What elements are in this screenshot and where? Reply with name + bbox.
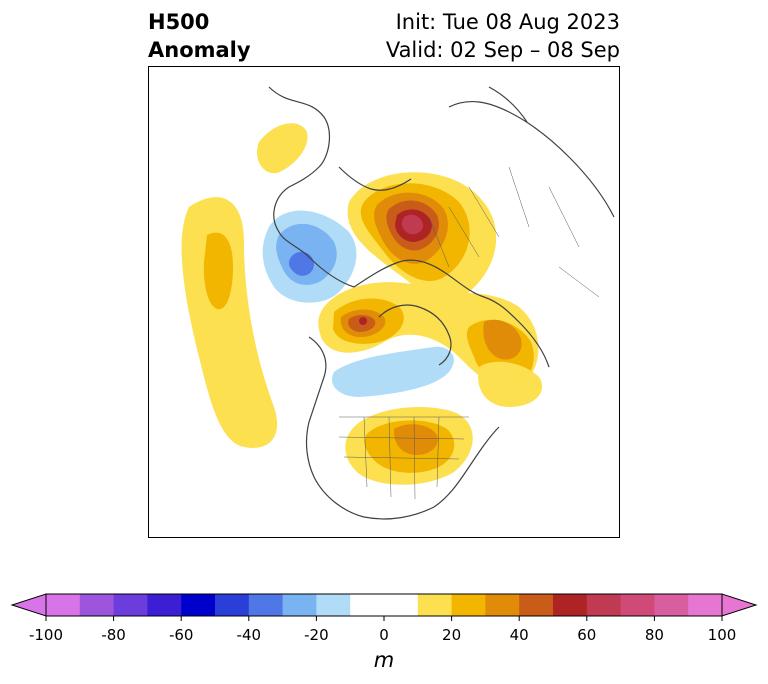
colorbar-tick-label: 80 [645, 626, 664, 644]
colorbar-svg: -100 -80 -60 -40 -20 0 20 40 60 80 100 m [10, 593, 758, 672]
coastlines [268, 86, 615, 520]
map-title: H500 Anomaly [148, 8, 251, 64]
anomaly-europe-positive [347, 172, 497, 301]
colorbar-cell [688, 594, 723, 616]
colorbar-cell [147, 594, 182, 616]
colorbar-extend-low [10, 593, 47, 617]
anomaly-map [148, 66, 620, 538]
colorbar-ticks: -100 -80 -60 -40 -20 0 20 40 60 80 100 [29, 616, 736, 644]
colorbar-cell [181, 594, 216, 616]
colorbar-extend-high [721, 593, 758, 617]
anomaly-labrador-negative [331, 346, 454, 397]
colorbar-cell [316, 594, 351, 616]
colorbar-tick-label: 20 [442, 626, 461, 644]
colorbar-cell [553, 594, 588, 616]
colorbar-cell [654, 594, 689, 616]
colorbar-cell [282, 594, 317, 616]
colorbar-cell [384, 594, 419, 616]
colorbar-tick-label: 40 [510, 626, 529, 644]
colorbar-tick-label: 60 [577, 626, 596, 644]
anomaly-pacific-positive [181, 197, 278, 448]
colorbar-tick-label: -80 [101, 626, 126, 644]
colorbar-cell [586, 594, 622, 616]
colorbar-unit-label: m [374, 648, 394, 672]
colorbar-cell [215, 594, 250, 616]
anomaly-small-positive [257, 123, 308, 174]
colorbar-cell [350, 594, 385, 616]
title-field: Anomaly [148, 38, 251, 62]
colorbar-cell [485, 594, 520, 616]
anomaly-siberia-negative [262, 210, 357, 303]
colorbar-tick-label: 100 [708, 626, 737, 644]
colorbar-cells [10, 593, 758, 617]
colorbar: -100 -80 -60 -40 -20 0 20 40 60 80 100 m [0, 580, 768, 684]
political-borders [338, 166, 600, 500]
map-dates: Init: Tue 08 Aug 2023 Valid: 02 Sep – 08… [290, 8, 620, 64]
anomaly-hudson-positive [318, 282, 543, 407]
colorbar-cell [451, 594, 486, 616]
title-variable: H500 [148, 10, 210, 34]
colorbar-tick-label: -60 [169, 626, 194, 644]
colorbar-tick-label: -40 [237, 626, 262, 644]
colorbar-cell [519, 594, 554, 616]
map-svg [181, 86, 615, 520]
colorbar-tick-label: -100 [29, 626, 63, 644]
colorbar-cell [46, 594, 81, 616]
colorbar-cell [113, 594, 148, 616]
colorbar-cell [79, 594, 115, 616]
colorbar-cell [620, 594, 655, 616]
valid-range: Valid: 02 Sep – 08 Sep [385, 38, 620, 62]
anomaly-eastern-na-positive [345, 407, 473, 485]
colorbar-cell [417, 594, 453, 616]
init-date: Init: Tue 08 Aug 2023 [395, 10, 620, 34]
colorbar-tick-label: -20 [304, 626, 329, 644]
colorbar-cell [248, 594, 284, 616]
colorbar-tick-label: 0 [379, 626, 389, 644]
